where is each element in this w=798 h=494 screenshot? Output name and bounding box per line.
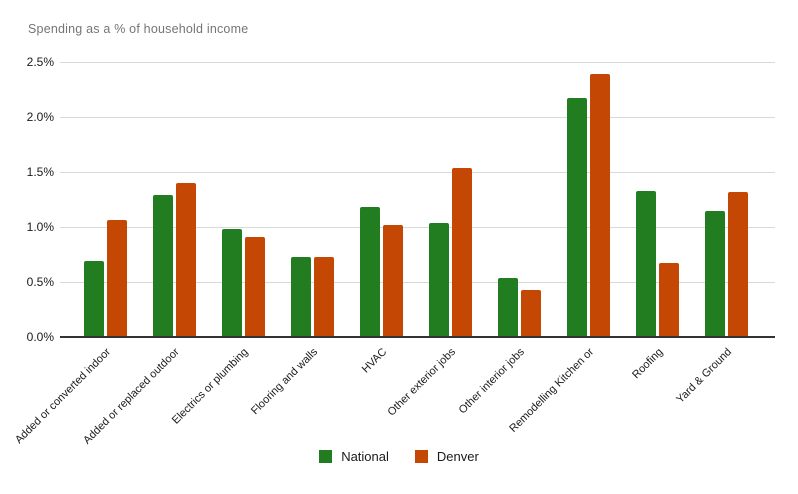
bar-national-3 [222,229,242,337]
legend-label-denver: Denver [436,449,479,464]
gridline [60,62,775,63]
bar-denver-7 [521,289,541,337]
bar-national-6 [429,222,449,337]
y-axis-tick-label: 1.0% [26,220,54,234]
bar-national-7 [498,277,518,337]
gridline [60,282,775,283]
y-axis-tick-label: 1.5% [26,165,54,179]
gridline [60,172,775,173]
y-axis-tick-label: 2.0% [26,110,54,124]
bar-national-2 [153,195,173,337]
gridline [60,117,775,118]
bar-national-1 [84,261,104,337]
bar-denver-2 [176,183,196,337]
legend: National Denver [0,449,798,464]
x-axis-category-label-text: Roofing [629,346,665,382]
bar-national-10 [705,210,725,337]
bar-denver-1 [107,220,127,337]
bar-denver-10 [728,191,748,337]
x-axis-category-label-text: Other interior jobs [456,346,527,417]
legend-item-denver: Denver [414,449,479,464]
gridline [60,227,775,228]
bar-national-9 [636,190,656,337]
x-axis-category-label-text: Flooring and walls [248,346,320,418]
x-axis-category-label-text: Electrics or plumbing [170,346,251,427]
national-series-swatch [319,450,333,463]
x-axis-category-label-text: Other exterior jobs [385,346,458,419]
x-axis-line [60,336,775,338]
y-axis-tick-label: 0.0% [26,330,54,344]
bar-denver-3 [245,236,265,337]
y-axis-tick-label: 2.5% [26,55,54,69]
bar-national-4 [291,256,311,337]
chart-title: Spending as a % of household income [28,22,249,36]
bar-denver-8 [590,74,610,337]
bar-national-5 [360,207,380,337]
bar-denver-5 [383,224,403,337]
bar-denver-9 [659,263,679,337]
y-axis-tick-label: 0.5% [26,275,54,289]
x-axis-category-label-text: HVAC [359,346,389,376]
x-axis-category-label-text: Yard & Ground [674,346,734,406]
bar-national-8 [567,98,587,337]
bar-denver-4 [314,256,334,337]
legend-item-national: National [319,449,389,464]
denver-series-swatch [414,450,428,463]
bar-denver-6 [452,167,472,337]
legend-label-national: National [341,449,389,464]
